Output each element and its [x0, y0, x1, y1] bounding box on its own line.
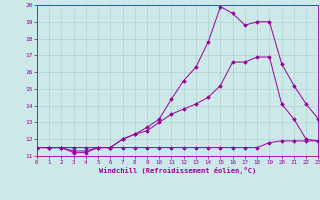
X-axis label: Windchill (Refroidissement éolien,°C): Windchill (Refroidissement éolien,°C)	[99, 167, 256, 174]
